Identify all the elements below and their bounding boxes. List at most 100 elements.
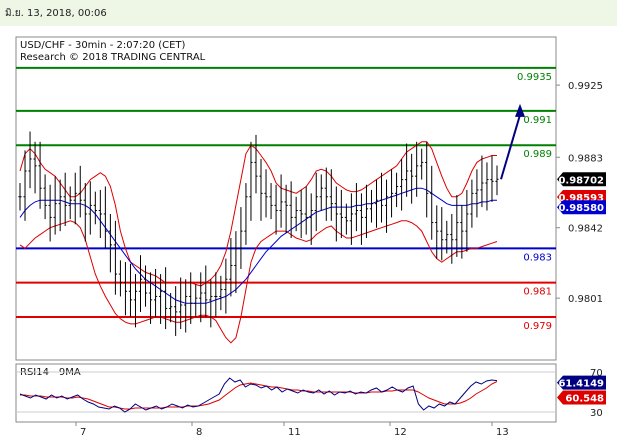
price-bar (184, 279, 188, 333)
bollinger-upper-line (19, 141, 497, 287)
price-bar (264, 169, 268, 218)
price-bar (78, 165, 82, 218)
price-bar (470, 179, 474, 228)
price-bar (465, 189, 469, 252)
price-bar (394, 172, 399, 208)
level-label-0.9935: 0.9935 (517, 72, 552, 83)
arrow-layer (500, 103, 525, 180)
rsi-panel-frame (15, 363, 557, 423)
projection-arrow (500, 114, 521, 180)
price-bar (58, 179, 62, 232)
rsi-tick-label: 30 (590, 408, 603, 419)
price-bar (249, 141, 253, 221)
level-label-0.991: 0.991 (523, 115, 552, 126)
price-bar (299, 189, 303, 239)
price-bar (344, 203, 348, 235)
levels-layer: 0.9935 0.991 0.989 0.983 0.981 0.979 (16, 66, 556, 332)
price-bar (128, 263, 133, 318)
rsi-ma-badge: 60.548 (557, 390, 606, 405)
top-bar: มิ.ย. 13, 2018, 00:06 (0, 0, 617, 26)
price-bar (289, 181, 293, 239)
y-tick-label: 0.9801 (568, 294, 603, 305)
price-bar (334, 186, 338, 242)
price-bar (199, 272, 203, 323)
price-bar (133, 274, 138, 328)
price-bar (53, 176, 57, 235)
price-bar (389, 169, 394, 218)
price-bar (319, 174, 323, 211)
price-bar (103, 186, 107, 249)
price-bar (194, 284, 198, 318)
projection-arrow-head (515, 103, 525, 117)
price-bar (234, 231, 238, 293)
price-bar (480, 155, 484, 208)
price-bar (43, 174, 47, 220)
price-bar (244, 183, 248, 245)
price-bar (369, 189, 374, 223)
rsi-value-badge: 61.4149 (557, 375, 606, 390)
svg-text:60.548: 60.548 (565, 393, 604, 404)
bollinger-lower-line (19, 220, 498, 344)
price-bar (108, 213, 112, 273)
price-bar (384, 179, 389, 233)
price-bar (435, 205, 439, 259)
level-label-0.989: 0.989 (523, 149, 552, 160)
last-price-badge: 0.98702 (557, 172, 606, 187)
price-bar (113, 220, 117, 295)
price-bar (239, 207, 243, 269)
price-bar (158, 274, 163, 324)
x-tick-label: 8 (196, 427, 202, 438)
rsi-tick-label: 70 (590, 368, 603, 379)
bands-layer (19, 141, 498, 344)
moving-average-line (19, 187, 497, 304)
price-bar (153, 268, 158, 318)
price-bar (68, 186, 72, 220)
price-bar (284, 184, 288, 233)
y-tick-label: 0.9925 (568, 81, 603, 92)
price-bar (405, 143, 409, 197)
price-bar (118, 260, 123, 297)
price-bar (455, 195, 459, 257)
rsi-ma-line (20, 381, 498, 410)
chart-subtitle: Research © 2018 TRADING CENTRAL (20, 52, 206, 63)
price-bar (349, 193, 353, 245)
moving-average-badge: 0.98580 (557, 200, 606, 215)
price-bar (28, 131, 32, 189)
price-bar (309, 193, 313, 245)
price-bar (148, 272, 153, 324)
price-bar (359, 193, 364, 245)
price-bar (204, 265, 208, 318)
price-bar (400, 158, 404, 211)
price-bar (88, 181, 92, 235)
price-bar (329, 169, 333, 221)
price-bar (379, 172, 384, 223)
price-bar (495, 165, 499, 196)
price-bar (143, 265, 148, 307)
price-bar (48, 184, 52, 242)
x-tick-label: 13 (496, 427, 509, 438)
level-label-0.983: 0.983 (523, 252, 552, 263)
price-bar (229, 238, 233, 297)
price-bar (73, 172, 77, 225)
price-bar (440, 207, 444, 261)
chart-title: USD/CHF - 30min - 2:07:20 (CET) (20, 40, 186, 51)
y-tick-label: 0.9883 (568, 153, 603, 164)
level-label-0.981: 0.981 (523, 287, 552, 298)
price-bar (410, 153, 414, 204)
price-bar (259, 158, 263, 221)
price-bar (490, 155, 494, 202)
price-bar (450, 213, 454, 264)
price-bar (33, 141, 37, 194)
price-bar (314, 172, 318, 232)
price-bar (254, 134, 258, 194)
price-bar (324, 167, 328, 221)
svg-text:61.4149: 61.4149 (558, 379, 604, 390)
price-bar (174, 286, 178, 336)
price-bar (279, 174, 283, 228)
price-bar (189, 272, 193, 324)
price-bar (38, 141, 42, 209)
svg-text:0.98593: 0.98593 (558, 193, 604, 204)
price-bar (18, 183, 22, 211)
price-bar (420, 148, 424, 180)
